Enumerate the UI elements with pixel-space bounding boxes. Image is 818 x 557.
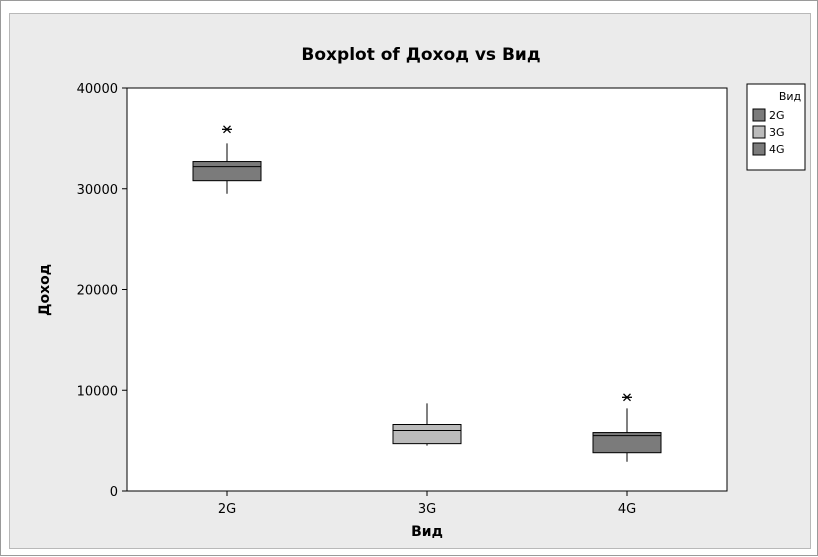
legend-swatch-4G [752, 142, 766, 156]
y-tick-label: 0 [110, 485, 118, 500]
y-axis-label: Доход [37, 264, 53, 316]
y-axis: 0 10000 20000 30000 40000 [77, 82, 127, 500]
box-iqr [592, 432, 662, 454]
x-axis-label: Вид [411, 524, 443, 540]
y-tick-label: 40000 [77, 82, 118, 97]
x-axis: 2G 3G 4G [218, 491, 636, 517]
chart-title: Boxplot of Доход vs Вид [301, 45, 540, 65]
outlier-stroke [623, 393, 631, 402]
x-tick-label: 2G [218, 502, 236, 517]
legend-title: Вид [779, 90, 802, 103]
box-4G [592, 393, 662, 462]
y-tick-label: 20000 [77, 284, 118, 299]
outlier-marker [222, 125, 232, 134]
legend-entries: 2G 3G 4G [752, 108, 785, 156]
outlier-stroke [223, 125, 231, 134]
legend: Вид 2G 3G 4G [746, 83, 806, 171]
x-tick-label: 3G [418, 502, 436, 517]
boxes [192, 125, 662, 462]
box-iqr [392, 424, 462, 445]
box-iqr [192, 161, 262, 182]
legend-label-3G: 3G [769, 126, 785, 139]
x-tick-label: 4G [618, 502, 636, 517]
y-tick-label: 30000 [77, 183, 118, 198]
legend-label-2G: 2G [769, 109, 785, 122]
box-2G [192, 125, 262, 194]
legend-swatch-3G [752, 125, 766, 139]
outlier-marker [622, 393, 632, 402]
box-3G [392, 403, 462, 446]
legend-swatch-2G [752, 108, 766, 122]
legend-label-4G: 4G [769, 143, 785, 156]
y-tick-label: 10000 [77, 384, 118, 399]
